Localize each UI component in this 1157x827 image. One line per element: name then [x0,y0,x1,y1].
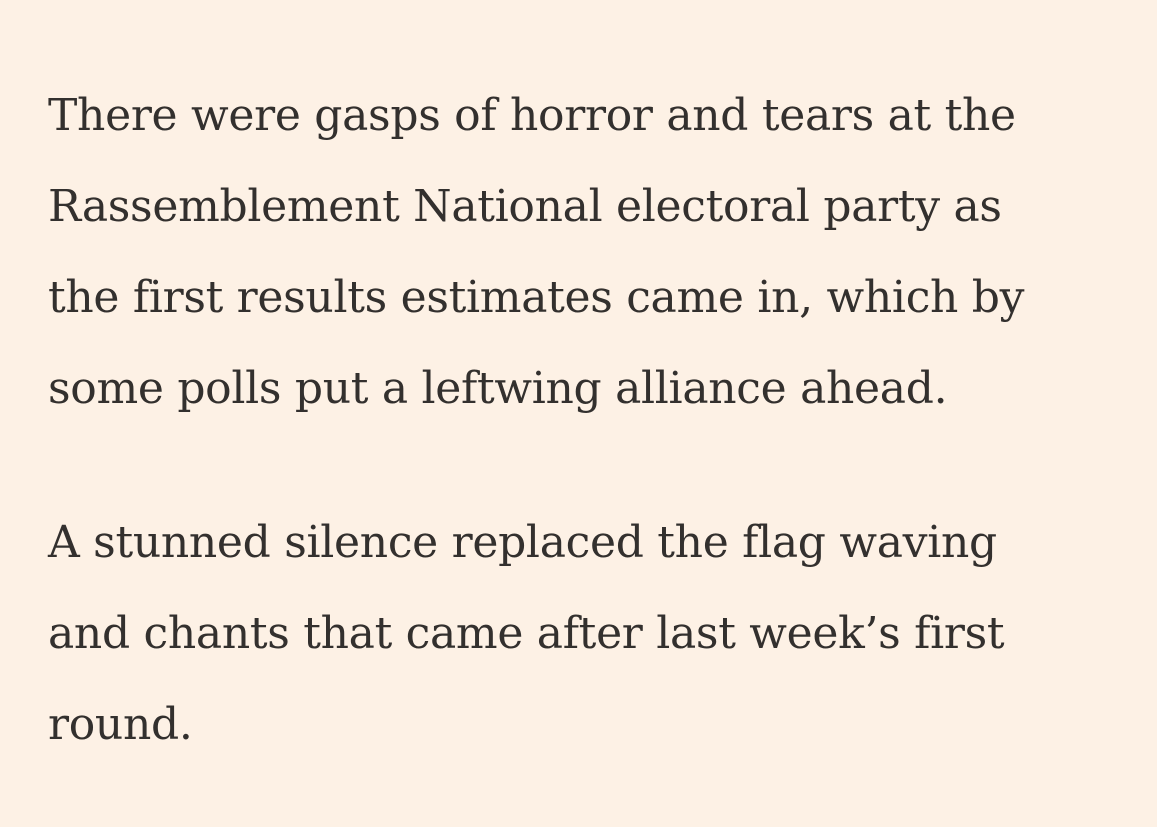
paragraph-2-line-3: round. [48,699,193,750]
paragraph-1-line-2: Rassemblement National electoral party a… [48,181,1002,232]
paragraph-2-line-1: A stunned silence replaced the flag wavi… [48,517,997,568]
paragraph-2: A stunned silence replaced the flag wavi… [48,497,1005,770]
paragraph-1-line-1: There were gasps of horror and tears at … [48,90,1016,141]
paragraph-2-line-2: and chants that came after last week’s f… [48,608,1005,659]
paragraph-1-line-3: the first results estimates came in, whi… [48,272,1025,323]
paragraph-1-line-4: some polls put a leftwing alliance ahead… [48,363,948,414]
paragraph-1: There were gasps of horror and tears at … [48,70,1024,434]
